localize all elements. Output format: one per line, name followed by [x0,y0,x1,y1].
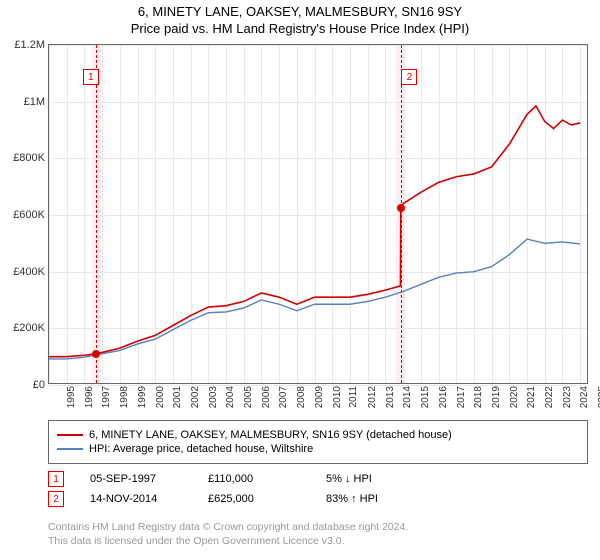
y-axis-label: £1.2M [14,39,45,51]
footer-line-1: Contains HM Land Registry data © Crown c… [48,520,408,534]
y-axis-label: £600K [13,209,45,221]
x-axis-label: 2008 [296,386,307,408]
sales-row: 2 14-NOV-2014 £625,000 83% ↑ HPI [48,491,418,507]
x-axis-label: 2005 [243,386,254,408]
legend-label: HPI: Average price, detached house, Wilt… [89,443,313,455]
x-axis-label: 2019 [491,386,502,408]
x-axis-label: 2009 [314,386,325,408]
legend-row: 6, MINETY LANE, OAKSEY, MALMESBURY, SN16… [57,429,579,441]
x-axis-label: 2004 [225,386,236,408]
x-axis-label: 2011 [348,386,359,408]
x-axis-label: 1995 [66,386,77,408]
x-axis-label: 2022 [544,386,555,408]
legend-swatch [57,434,83,436]
sales-marker-icon: 2 [48,491,64,507]
chart-legend: 6, MINETY LANE, OAKSEY, MALMESBURY, SN16… [48,420,588,464]
x-axis-label: 2010 [331,386,342,408]
x-axis-label: 2007 [278,386,289,408]
series-line [49,106,580,357]
x-axis-label: 2016 [438,386,449,408]
sales-marker-icon: 1 [48,471,64,487]
footer-line-2: This data is licensed under the Open Gov… [48,534,408,548]
sale-price: £110,000 [208,473,300,485]
sale-diff: 83% ↑ HPI [326,493,418,505]
y-axis-label: £800K [13,152,45,164]
sale-date: 14-NOV-2014 [90,493,182,505]
sale-date: 05-SEP-1997 [90,473,182,485]
chart-titles: 6, MINETY LANE, OAKSEY, MALMESBURY, SN16… [0,0,600,36]
chart-title: 6, MINETY LANE, OAKSEY, MALMESBURY, SN16… [0,4,600,19]
x-axis-label: 2024 [579,386,590,408]
x-axis-label: 1999 [137,386,148,408]
chart-subtitle: Price paid vs. HM Land Registry's House … [0,21,600,36]
sale-point-marker [92,350,100,358]
x-axis-label: 2023 [561,386,572,408]
x-axis-label: 2021 [526,386,537,408]
x-axis-label: 1996 [83,386,94,408]
y-axis-label: £1M [24,96,45,108]
x-axis-label: 2013 [384,386,395,408]
x-axis-label: 2000 [154,386,165,408]
y-axis-label: £0 [33,379,45,391]
x-axis-label: 2018 [473,386,484,408]
x-axis-label: 2002 [190,386,201,408]
x-axis-label: 2017 [455,386,466,408]
x-axis-label: 2014 [402,386,413,408]
sale-marker-box: 2 [401,69,417,85]
series-line [49,239,580,359]
x-axis-label: 2001 [172,386,183,408]
y-axis-label: £400K [13,266,45,278]
legend-label: 6, MINETY LANE, OAKSEY, MALMESBURY, SN16… [89,429,452,441]
chart-plot-area: £0£200K£400K£600K£800K£1M£1.2M1995199619… [48,44,588,384]
chart-footer: Contains HM Land Registry data © Crown c… [48,520,408,548]
x-axis-label: 1998 [119,386,130,408]
x-axis-label: 1997 [101,386,112,408]
legend-swatch [57,448,83,450]
x-axis-label: 2020 [508,386,519,408]
x-axis-label: 2012 [367,386,378,408]
legend-row: HPI: Average price, detached house, Wilt… [57,443,579,455]
x-axis-label: 2006 [261,386,272,408]
chart-svg [49,45,589,385]
sales-row: 1 05-SEP-1997 £110,000 5% ↓ HPI [48,471,418,487]
sale-marker-box: 1 [83,69,99,85]
sale-point-marker [397,204,405,212]
x-axis-label: 2015 [420,386,431,408]
sales-table: 1 05-SEP-1997 £110,000 5% ↓ HPI 2 14-NOV-2014… [48,467,418,511]
sale-price: £625,000 [208,493,300,505]
x-axis-label: 2003 [207,386,218,408]
y-axis-label: £200K [13,322,45,334]
sale-diff: 5% ↓ HPI [326,473,418,485]
